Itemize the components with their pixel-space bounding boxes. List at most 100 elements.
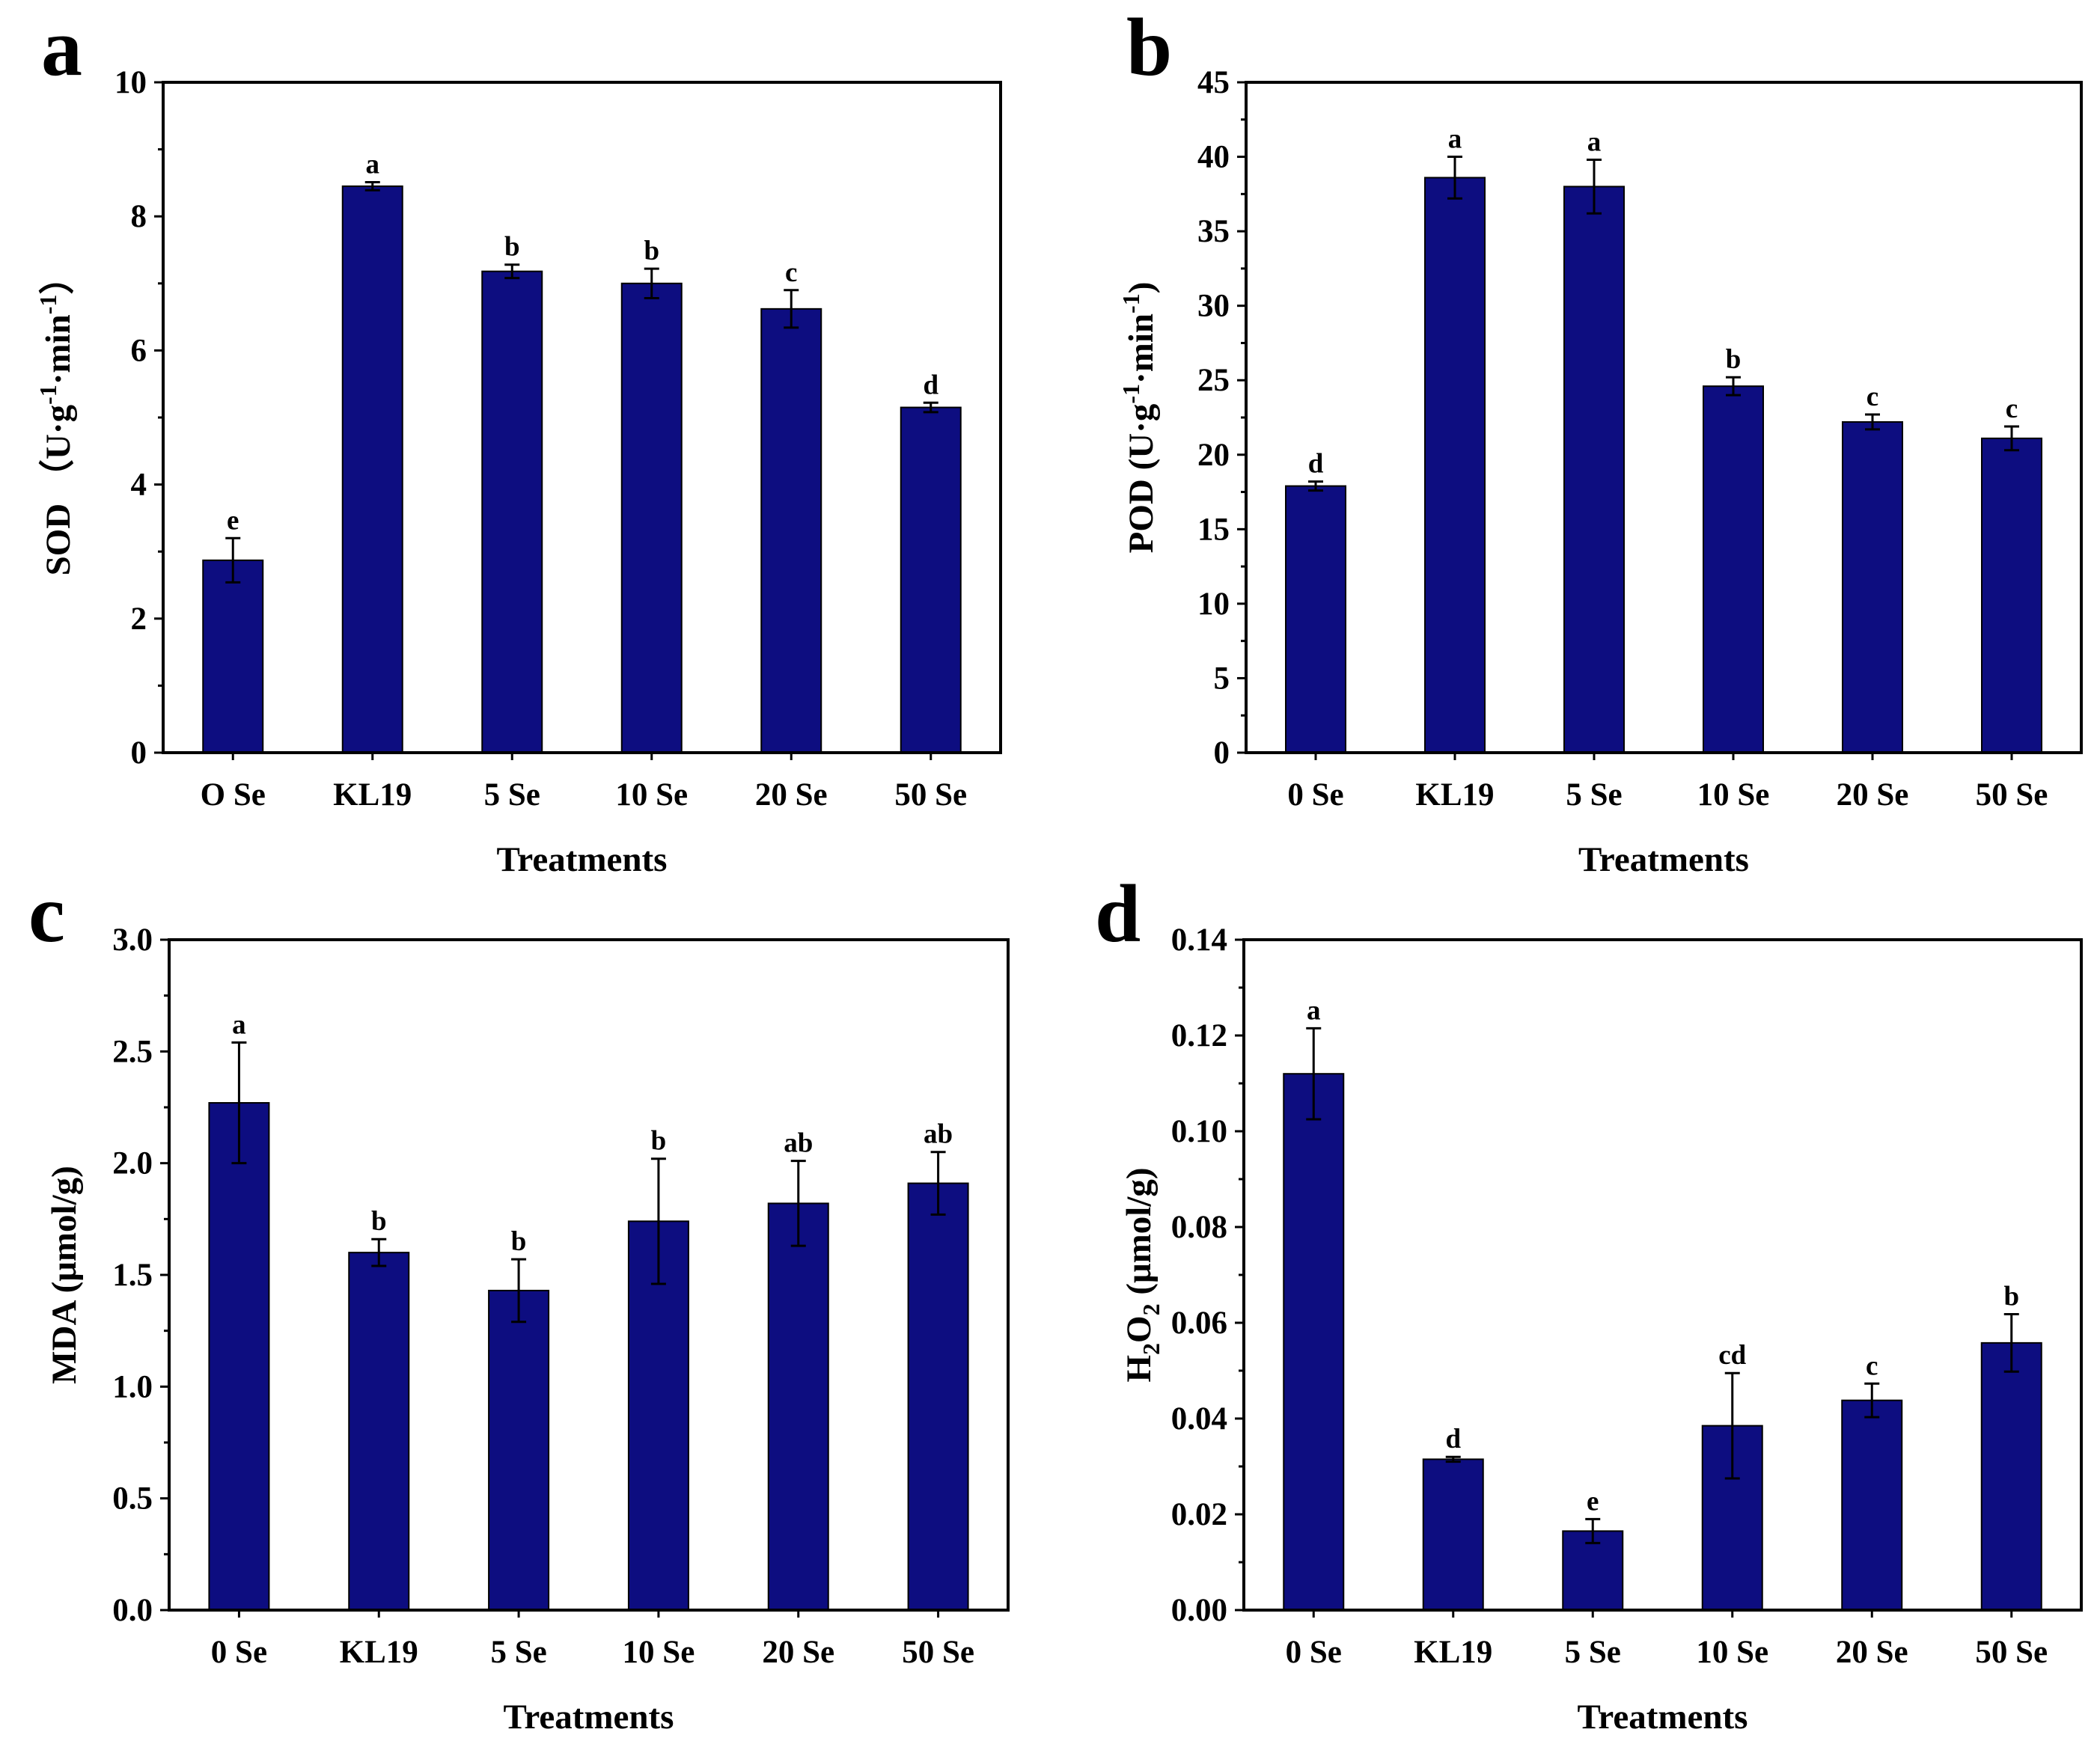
y-tick-label: 0.0 — [112, 1593, 153, 1628]
significance-label: e — [1587, 1486, 1599, 1517]
bar — [900, 406, 962, 753]
significance-label: c — [1867, 382, 1878, 412]
x-tick-label: KL19 — [1415, 777, 1494, 813]
x-tick-label: O Se — [201, 777, 266, 813]
y-tick-label: 40 — [1197, 140, 1230, 175]
x-tick-label: KL19 — [1414, 1635, 1492, 1670]
bar — [620, 282, 683, 753]
x-tick-label: KL19 — [340, 1635, 418, 1670]
bar — [1424, 177, 1486, 754]
chart-panel-a: a e O Se a KL19 b 5 Se b 10 Se c 20 Se d 50 Se 0 2 4 6 8 1… — [34, 1, 1002, 879]
chart-panel-d: d a 0 Se d KL19 e 5 Se cd 10 Se c 20 Se b 50 Se 0.00 0… — [1095, 868, 2083, 1737]
bar — [1980, 1341, 2042, 1611]
significance-label: cd — [1718, 1340, 1746, 1371]
bar — [760, 308, 822, 753]
significance-label: b — [651, 1126, 667, 1157]
x-tick-label: 50 Se — [894, 777, 967, 813]
x-tick-label: 0 Se — [1286, 1635, 1342, 1670]
significance-label: c — [2006, 394, 2018, 424]
y-tick-label: 30 — [1197, 289, 1230, 324]
y-tick-label: 0.06 — [1171, 1306, 1227, 1341]
significance-label: ab — [924, 1119, 953, 1150]
y-tick-label: 15 — [1197, 512, 1230, 547]
significance-label: ab — [784, 1128, 813, 1159]
y-axis-title: MDA (μmol/g) — [45, 1166, 84, 1384]
x-tick-label: 10 Se — [1697, 777, 1770, 813]
significance-label: a — [1448, 124, 1462, 155]
significance-label: d — [923, 370, 938, 400]
panel-letter: c — [28, 868, 65, 959]
y-tick-label: 0.12 — [1171, 1018, 1227, 1053]
plot-frame — [168, 938, 1010, 1612]
y-tick-label: 10 — [1197, 587, 1230, 622]
bar — [1285, 485, 1346, 753]
x-tick-label: 20 Se — [1836, 1635, 1908, 1670]
x-tick-label: 5 Se — [1565, 1635, 1621, 1670]
significance-label: b — [504, 232, 520, 263]
x-tick-label: 0 Se — [1287, 777, 1343, 813]
x-tick-label: 50 Se — [902, 1635, 974, 1670]
y-tick-label: 0.08 — [1171, 1210, 1227, 1245]
y-tick-label: 0.14 — [1171, 923, 1227, 958]
y-tick-label: 0.02 — [1171, 1497, 1227, 1532]
significance-label: c — [785, 257, 797, 288]
significance-label: a — [366, 150, 380, 180]
significance-label: e — [227, 505, 239, 536]
x-tick-label: 10 Se — [623, 1635, 695, 1670]
x-tick-label: 5 Se — [1566, 777, 1622, 813]
significance-label: d — [1445, 1424, 1461, 1454]
plot-frame — [1245, 81, 2083, 754]
x-tick-label: 0 Se — [211, 1635, 267, 1670]
y-tick-label: 0 — [131, 735, 147, 771]
y-tick-label: 35 — [1197, 214, 1230, 249]
bar — [1841, 1399, 1903, 1612]
x-tick-label: 20 Se — [762, 1635, 834, 1670]
y-tick-label: 25 — [1197, 363, 1230, 398]
plot-frame — [162, 81, 1002, 754]
x-tick-label: 20 Se — [1837, 777, 1909, 813]
x-axis-title: Treatments — [1578, 1698, 1748, 1737]
panel-letter: d — [1095, 868, 1141, 959]
bar — [208, 1102, 270, 1611]
x-tick-label: 5 Se — [490, 1635, 546, 1670]
y-tick-label: 5 — [1214, 661, 1230, 696]
plot-frame — [1242, 938, 2083, 1612]
bar — [1981, 437, 2042, 753]
y-axis-title: H2O2 (μmol/g) — [1120, 1167, 1165, 1382]
significance-label: b — [1726, 344, 1742, 375]
significance-label: b — [511, 1226, 527, 1257]
x-tick-label: 50 Se — [1975, 1635, 2048, 1670]
panel-letter: b — [1126, 1, 1172, 93]
panel-letter: a — [41, 1, 82, 93]
significance-label: a — [1587, 127, 1602, 158]
bar — [627, 1220, 689, 1611]
significance-label: b — [644, 236, 659, 266]
y-axis-title: SOD （U·g-1·min-1） — [34, 260, 78, 576]
x-tick-label: 10 Se — [615, 777, 688, 813]
bar — [481, 270, 543, 753]
significance-label: a — [232, 1009, 246, 1040]
significance-label: c — [1866, 1350, 1878, 1381]
y-tick-label: 1.0 — [112, 1369, 153, 1404]
y-tick-label: 0.00 — [1171, 1593, 1227, 1628]
x-tick-label: KL19 — [333, 777, 412, 813]
x-axis-title: Treatments — [497, 840, 668, 879]
x-tick-label: 50 Se — [1976, 777, 2048, 813]
y-tick-label: 0.04 — [1171, 1401, 1227, 1437]
x-axis-title: Treatments — [1578, 840, 1749, 879]
y-tick-label: 45 — [1197, 65, 1230, 100]
y-tick-label: 0.10 — [1171, 1114, 1227, 1149]
bar — [767, 1202, 829, 1611]
x-axis-title: Treatments — [504, 1698, 674, 1737]
y-tick-label: 3.0 — [112, 923, 153, 958]
bar — [907, 1182, 969, 1611]
x-tick-label: 10 Se — [1696, 1635, 1768, 1670]
y-axis-title: POD (U·g-1·min-1) — [1117, 282, 1161, 554]
y-tick-label: 2 — [131, 602, 147, 637]
bar — [341, 185, 403, 753]
x-tick-label: 5 Se — [484, 777, 540, 813]
chart-panel-b: b d 0 Se a KL19 a 5 Se b 10 Se c 20 Se c 50 Se 0 5 10 15… — [1117, 1, 2083, 879]
significance-label: b — [2003, 1281, 2019, 1312]
significance-label: d — [1308, 449, 1324, 480]
